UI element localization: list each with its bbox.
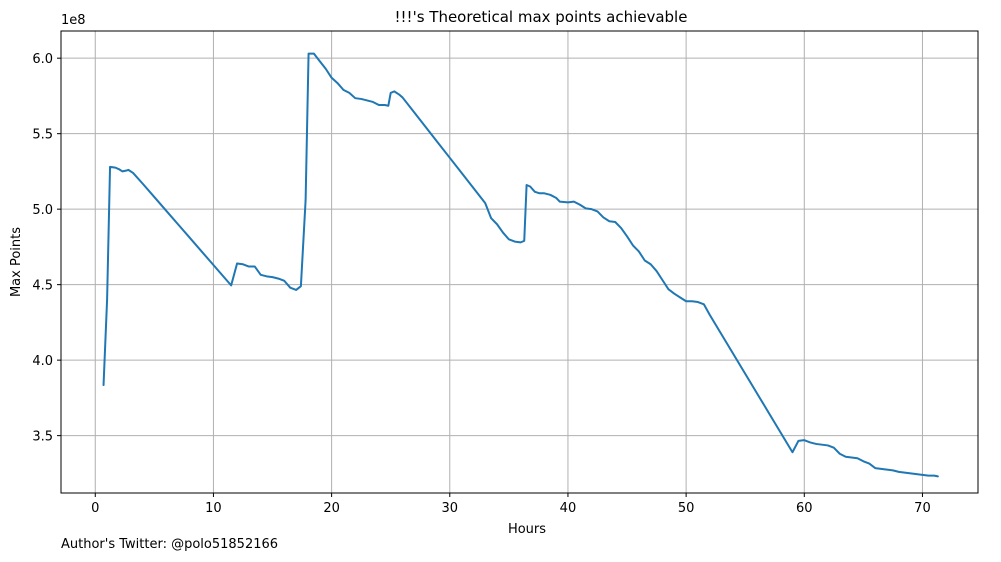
y-tick-label: 5.5: [32, 128, 53, 143]
author-footnote: Author's Twitter: @polo51852166: [61, 537, 279, 552]
x-tick-label: 40: [560, 501, 577, 516]
x-tick-label: 20: [323, 501, 340, 516]
plot-area-frame: [60, 30, 979, 494]
x-tick-label: 30: [442, 501, 459, 516]
chart-title: !!!'s Theoretical max points achievable: [395, 8, 688, 26]
y-axis-label: Max Points: [9, 227, 24, 297]
y-tick-label: 4.5: [32, 279, 53, 294]
y-tick-label: 4.0: [32, 354, 53, 369]
y-axis-ticks: 3.5 4.0 4.5 5.0 5.5 6.0: [32, 52, 61, 445]
y-tick-label: 5.0: [32, 203, 53, 218]
y-axis-multiplier: 1e8: [61, 13, 86, 28]
series-line: [102, 52, 939, 478]
grid: [61, 31, 978, 493]
y-tick-label: 3.5: [32, 430, 53, 445]
x-axis-label: Hours: [508, 522, 546, 537]
x-tick-label: 10: [205, 501, 222, 516]
x-tick-label: 70: [914, 501, 931, 516]
x-tick-label: 50: [678, 501, 695, 516]
y-tick-label: 6.0: [32, 52, 53, 67]
x-tick-label: 0: [91, 501, 99, 516]
x-tick-label: 60: [796, 501, 813, 516]
series-line-group: [102, 52, 939, 478]
x-axis-ticks: 0 10 20 30 40 50 60 70: [91, 493, 931, 516]
